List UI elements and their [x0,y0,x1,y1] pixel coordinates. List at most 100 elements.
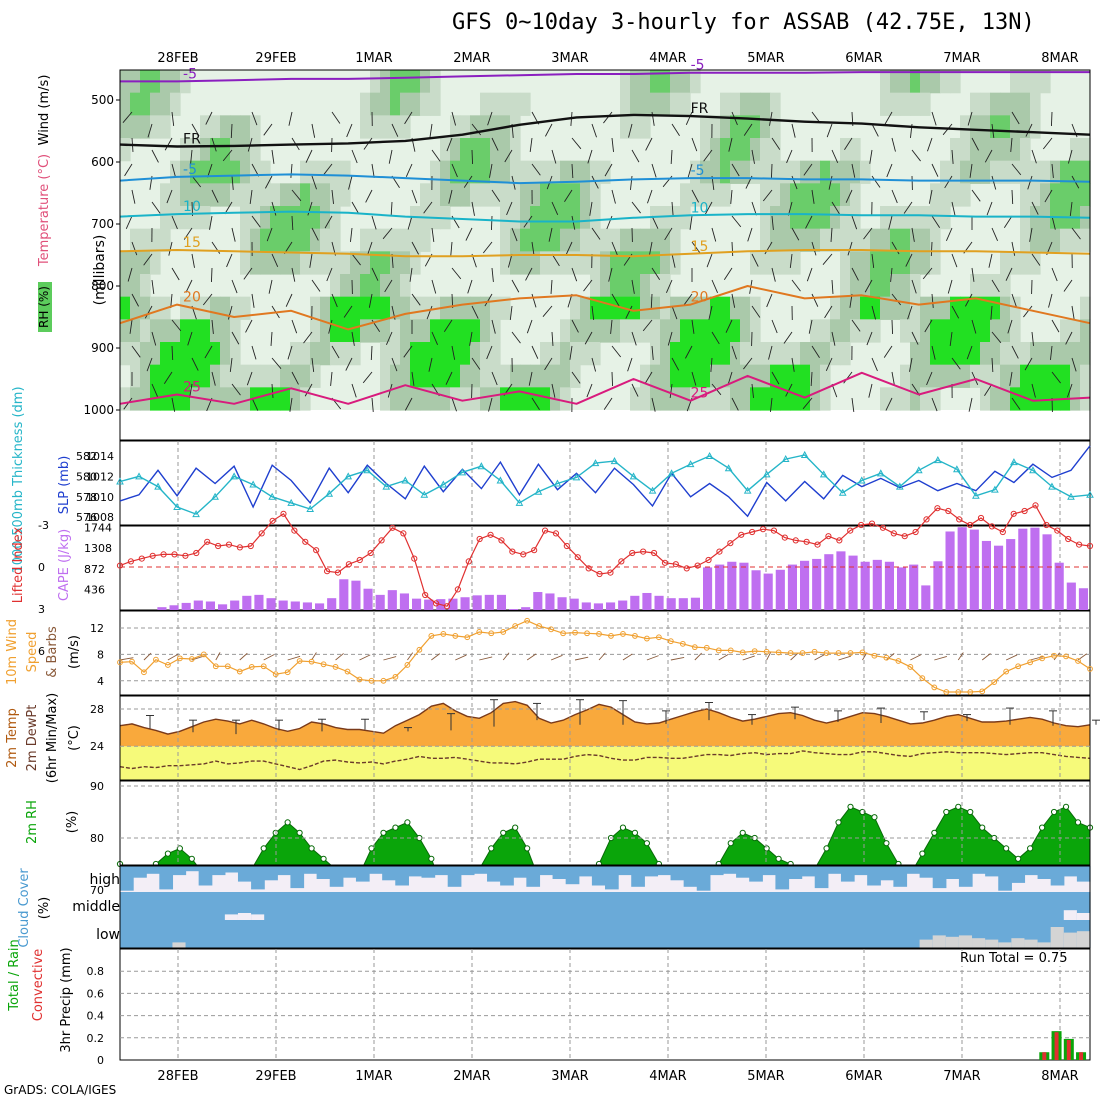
wind-barb [824,305,833,319]
rh-cell [380,296,391,320]
rh-cell [690,342,701,366]
cape-bar [884,561,894,610]
cape-bar [557,597,567,610]
wind-barb [587,149,593,164]
cape-bar [363,588,373,610]
wind-barb [227,305,233,320]
rh-cell [240,251,251,275]
wind-speed-marker [212,663,219,670]
thickness-marker [610,457,619,465]
rh-cell [750,364,761,388]
pressure-tick-label: 900 [91,341,114,355]
rh-cell [260,183,271,207]
cape-bar [569,598,579,610]
wind-barb [1069,201,1073,216]
wind-speed-marker [476,629,483,635]
wind-barb [465,227,473,241]
rh-cell [590,319,601,343]
wind-barb [1067,149,1073,164]
wind-barb [611,241,618,256]
wind-speed-marker [1039,655,1045,662]
thickness-marker [572,473,581,481]
wind-speed-marker [368,677,375,684]
wind-barb [189,383,193,398]
wind-barb [271,383,274,398]
rh-cell [690,70,701,94]
rh-cell [840,319,851,343]
rh-cell [240,364,251,388]
precip-total-legend: Total / Rain [7,939,22,1012]
rh-cell [730,296,741,320]
wind-barb [650,293,653,309]
rh-cell [330,206,341,230]
rh-cell [730,115,741,139]
rh-cell [720,296,731,320]
cape-bar [812,558,822,610]
rh-cell [400,274,411,298]
rh-cell [400,387,411,411]
rh-cell [460,138,471,162]
cloud-high-bar [552,866,567,879]
wind-barb [185,279,193,293]
rh-cell [610,228,621,252]
cloud-middle-bar [683,892,698,920]
cloud-high-bar [172,866,187,876]
wind-speed-marker [787,650,794,656]
wind-speed-marker [560,630,566,637]
rh-cell [530,228,541,252]
rh-cell [810,206,821,230]
rh-cell [340,342,351,366]
rh-cell [460,319,471,343]
rh-cell [910,274,921,298]
wind-barb [171,345,174,361]
cloud-high-bar [788,866,803,879]
wind-barb [144,305,153,319]
cloud-middle-bar [670,892,685,920]
wind-barb [951,357,961,370]
rh-cell [760,138,771,162]
wind-barb [1010,137,1013,152]
rh-cell [140,296,151,320]
wind-barb [811,293,819,307]
wind-speed-marker [1003,668,1010,675]
rh-cell [1000,160,1011,184]
cloud-low-bar [172,920,187,948]
wind-barb [869,149,873,164]
rh-cell [750,319,761,343]
wind-barb [586,383,593,398]
rh-cell [620,92,631,116]
thickness-marker [762,470,771,478]
rh-cell [160,342,171,366]
rh-cell [620,228,631,252]
rh-cell [490,115,501,139]
cloud-high-bar [198,866,213,886]
wind-barb [664,227,673,241]
cape-bar [787,564,797,610]
rh-cell [750,92,761,116]
rh-cell [930,296,941,320]
isotherm-3 [119,210,1091,223]
wind-barb [411,371,415,386]
rh-cell [750,138,761,162]
wind-barb [951,305,960,319]
wind-barb [147,123,153,138]
lifted-index-marker [389,524,396,531]
surface-wind-barb [646,655,659,661]
rh-cell [130,228,141,252]
cape-bar [327,598,337,610]
wind-barb [747,227,753,242]
wind-speed-marker [320,661,327,668]
cloud-low-bar [906,920,921,948]
cloud-low-bar [133,920,147,948]
wind-barb [1042,137,1053,150]
surface-wind-barb [934,656,947,661]
isotherm-2 [119,173,1091,185]
rh-cell [150,251,161,275]
rh-cell [250,183,261,207]
cloud-high-bar [487,866,501,882]
rh-cell [530,364,541,388]
rh-cell [490,342,501,366]
rh-cell [920,296,931,320]
rh-cell [540,160,551,184]
cape-bar [678,598,688,610]
